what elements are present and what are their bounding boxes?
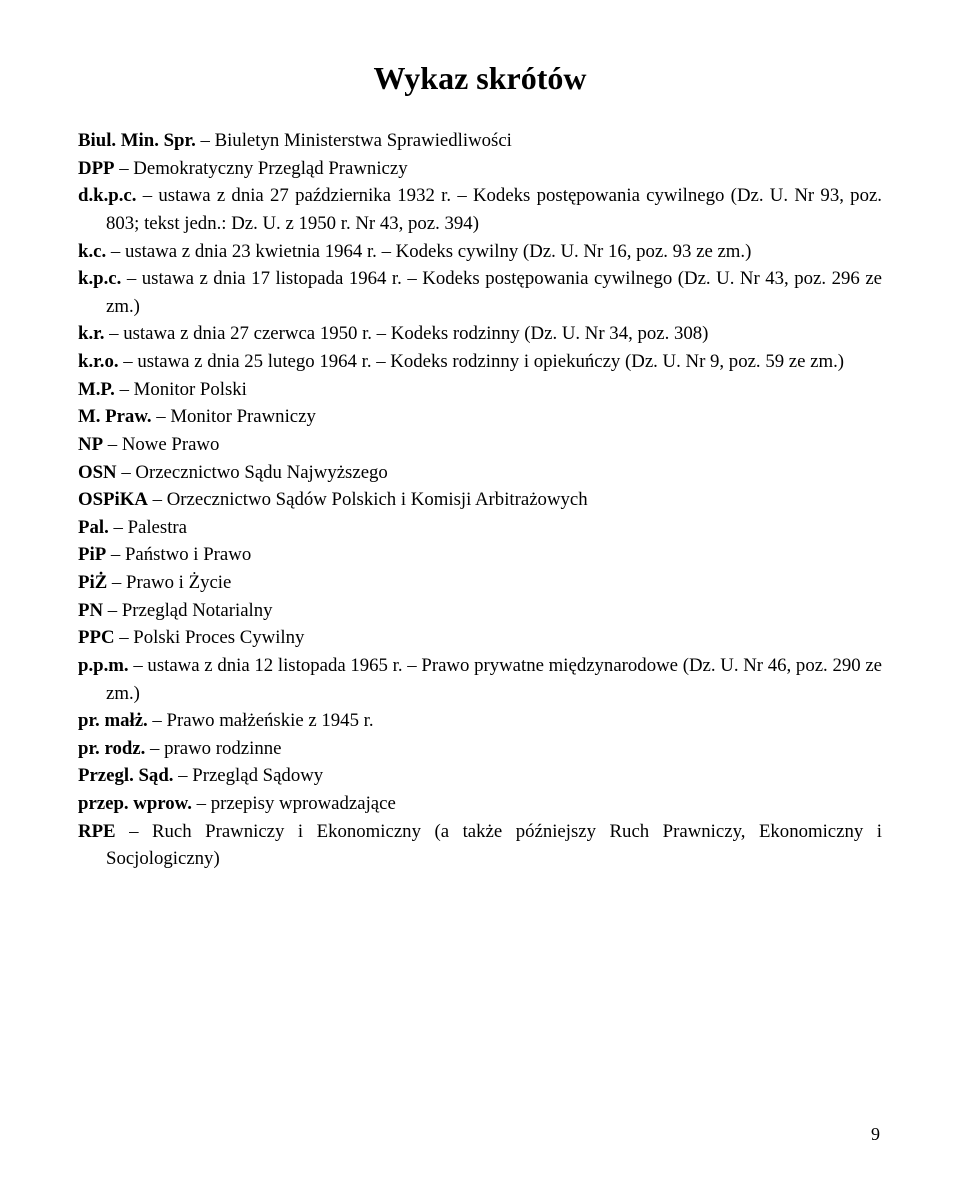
abbrev-term: k.c. <box>78 241 106 262</box>
abbrev-entry: PN – Przegląd Notarialny <box>78 597 882 625</box>
abbrev-definition: – Prawo i Życie <box>107 572 231 593</box>
abbrev-definition: – Palestra <box>109 517 187 538</box>
abbrev-term: Biul. Min. Spr. <box>78 130 196 151</box>
abbrev-definition: – Biuletyn Ministerstwa Sprawiedliwości <box>196 130 512 151</box>
abbrev-term: PiP <box>78 544 106 565</box>
abbrev-definition: – Nowe Prawo <box>103 434 219 455</box>
abbrev-entry: PPC – Polski Proces Cywilny <box>78 624 882 652</box>
abbrev-definition: – Państwo i Prawo <box>106 544 251 565</box>
abbrev-entry: M. Praw. – Monitor Prawniczy <box>78 403 882 431</box>
page-title: Wykaz skrótów <box>78 60 882 97</box>
abbrev-definition: – Prawo małżeńskie z 1945 r. <box>148 710 374 731</box>
abbrev-term: k.p.c. <box>78 268 121 289</box>
abbrev-definition: – Monitor Prawniczy <box>152 406 316 427</box>
abbrev-definition: – Polski Proces Cywilny <box>115 627 305 648</box>
abbrev-term: PiŻ <box>78 572 107 593</box>
abbrev-term: pr. rodz. <box>78 738 145 759</box>
abbrev-entry: Biul. Min. Spr. – Biuletyn Ministerstwa … <box>78 127 882 155</box>
abbrev-definition: – przepisy wprowadzające <box>192 793 396 814</box>
abbrev-term: k.r.o. <box>78 351 119 372</box>
abbrev-definition: – Orzecznictwo Sądów Polskich i Komisji … <box>148 489 588 510</box>
page-number: 9 <box>871 1124 880 1145</box>
abbrev-entry: przep. wprow. – przepisy wprowadzające <box>78 790 882 818</box>
abbrev-term: d.k.p.c. <box>78 185 136 206</box>
abbrev-entry: k.r. – ustawa z dnia 27 czerwca 1950 r. … <box>78 320 882 348</box>
abbrev-definition: – ustawa z dnia 27 października 1932 r. … <box>106 185 882 234</box>
abbrev-term: DPP <box>78 158 115 179</box>
abbrev-term: RPE <box>78 821 116 842</box>
abbrev-term: M. Praw. <box>78 406 152 427</box>
abbrev-entry: OSPiKA – Orzecznictwo Sądów Polskich i K… <box>78 486 882 514</box>
abbrev-entry: p.p.m. – ustawa z dnia 12 listopada 1965… <box>78 652 882 707</box>
abbrev-term: OSN <box>78 462 117 483</box>
abbrev-definition: – Przegląd Sądowy <box>173 765 323 786</box>
abbrev-entry: k.c. – ustawa z dnia 23 kwietnia 1964 r.… <box>78 238 882 266</box>
abbrev-definition: – ustawa z dnia 25 lutego 1964 r. – Kode… <box>119 351 845 372</box>
abbrev-term: NP <box>78 434 103 455</box>
abbrev-definition: – ustawa z dnia 27 czerwca 1950 r. – Kod… <box>104 323 708 344</box>
abbrev-term: OSPiKA <box>78 489 148 510</box>
abbrev-definition: – ustawa z dnia 17 listopada 1964 r. – K… <box>106 268 882 317</box>
abbrev-definition: – Ruch Prawniczy i Ekonomiczny (a także … <box>106 821 882 870</box>
abbrev-entry: d.k.p.c. – ustawa z dnia 27 października… <box>78 182 882 237</box>
abbrev-entry: M.P. – Monitor Polski <box>78 376 882 404</box>
abbrev-entry: NP – Nowe Prawo <box>78 431 882 459</box>
abbrev-definition: – Przegląd Notarialny <box>103 600 273 621</box>
abbrev-term: p.p.m. <box>78 655 129 676</box>
abbrev-term: pr. małż. <box>78 710 148 731</box>
abbrev-definition: – Monitor Polski <box>115 379 247 400</box>
abbrev-definition: – ustawa z dnia 23 kwietnia 1964 r. – Ko… <box>106 241 751 262</box>
abbrev-entry: PiŻ – Prawo i Życie <box>78 569 882 597</box>
abbrev-term: Przegl. Sąd. <box>78 765 173 786</box>
abbrev-term: Pal. <box>78 517 109 538</box>
abbrev-entry: pr. małż. – Prawo małżeńskie z 1945 r. <box>78 707 882 735</box>
abbrev-definition: – Demokratyczny Przegląd Prawniczy <box>115 158 408 179</box>
abbrev-entry: DPP – Demokratyczny Przegląd Prawniczy <box>78 155 882 183</box>
abbrev-entry: PiP – Państwo i Prawo <box>78 541 882 569</box>
abbrev-entry: pr. rodz. – prawo rodzinne <box>78 735 882 763</box>
abbrev-term: PN <box>78 600 103 621</box>
abbrev-term: M.P. <box>78 379 115 400</box>
page-container: Wykaz skrótów Biul. Min. Spr. – Biuletyn… <box>0 0 960 1181</box>
abbrev-definition: – ustawa z dnia 12 listopada 1965 r. – P… <box>106 655 882 704</box>
abbrev-term: PPC <box>78 627 115 648</box>
abbrev-term: przep. wprow. <box>78 793 192 814</box>
abbrev-entry: k.p.c. – ustawa z dnia 17 listopada 1964… <box>78 265 882 320</box>
abbrev-entry: OSN – Orzecznictwo Sądu Najwyższego <box>78 459 882 487</box>
abbreviation-list: Biul. Min. Spr. – Biuletyn Ministerstwa … <box>78 127 882 873</box>
abbrev-definition: – prawo rodzinne <box>145 738 281 759</box>
abbrev-entry: Pal. – Palestra <box>78 514 882 542</box>
abbrev-entry: RPE – Ruch Prawniczy i Ekonomiczny (a ta… <box>78 818 882 873</box>
abbrev-definition: – Orzecznictwo Sądu Najwyższego <box>117 462 388 483</box>
abbrev-entry: Przegl. Sąd. – Przegląd Sądowy <box>78 762 882 790</box>
abbrev-entry: k.r.o. – ustawa z dnia 25 lutego 1964 r.… <box>78 348 882 376</box>
abbrev-term: k.r. <box>78 323 104 344</box>
